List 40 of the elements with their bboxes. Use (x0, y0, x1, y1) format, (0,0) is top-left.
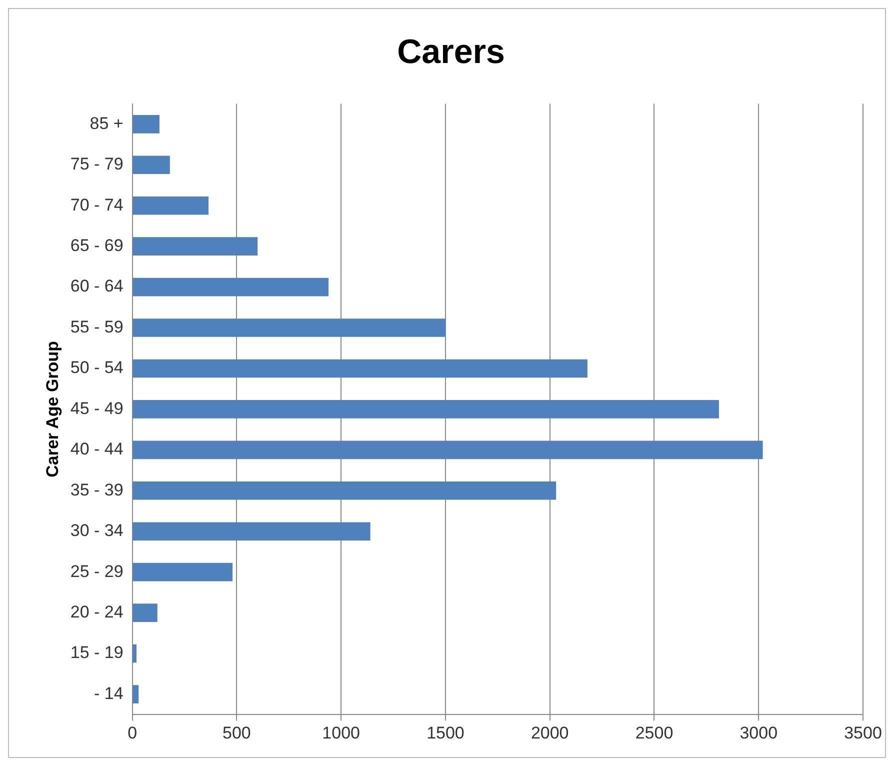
y-tick-label: 60 - 64 (70, 276, 124, 296)
y-tick-label: 55 - 59 (70, 317, 124, 336)
bar (132, 156, 170, 174)
bar (132, 604, 158, 622)
y-tick-label: 85 + (90, 114, 124, 133)
y-tick-label: 75 - 79 (70, 154, 124, 174)
y-tick-label: - 14 (94, 684, 124, 703)
bar (132, 644, 136, 663)
bar (132, 440, 763, 460)
y-tick-label: 30 - 34 (70, 521, 124, 540)
x-tick-label: 1000 (322, 723, 360, 742)
bar (132, 237, 258, 256)
bar (132, 359, 588, 378)
x-tick-label: 3000 (740, 723, 778, 742)
bar (132, 481, 556, 500)
y-tick-label: 20 - 24 (70, 602, 124, 622)
y-tick-label: 15 - 19 (70, 643, 124, 662)
x-tick-label: 2000 (530, 723, 569, 742)
y-tick-label: 40 - 44 (70, 440, 124, 459)
bar (132, 115, 160, 134)
y-tick-label: 70 - 74 (70, 195, 124, 214)
x-tick-label: 500 (222, 723, 251, 742)
bar (132, 400, 719, 418)
bar (132, 196, 209, 215)
bar (132, 685, 139, 704)
bar (132, 278, 329, 296)
x-tick-label: 2500 (635, 723, 674, 742)
x-tick-label: 3500 (844, 723, 882, 742)
y-tick-label: 25 - 29 (70, 562, 124, 581)
bar (132, 562, 233, 582)
y-tick-label: 45 - 49 (70, 398, 124, 418)
bar (132, 318, 446, 337)
y-tick-label: 65 - 69 (70, 236, 124, 256)
x-tick-label: 0 (128, 723, 138, 742)
chart-title: Carers (397, 32, 505, 71)
y-tick-label: 50 - 54 (70, 358, 124, 378)
x-tick-label: 1500 (426, 723, 464, 742)
y-axis-title: Carer Age Group (42, 341, 62, 478)
bar (132, 522, 370, 541)
y-tick-label: 35 - 39 (70, 480, 124, 500)
